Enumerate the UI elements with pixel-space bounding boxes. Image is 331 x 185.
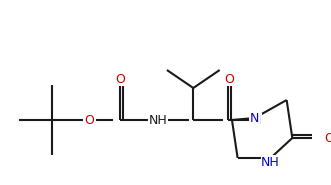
- Text: O: O: [85, 114, 95, 127]
- Text: O: O: [85, 114, 95, 127]
- Text: O: O: [224, 73, 234, 85]
- Text: N: N: [252, 114, 261, 127]
- Text: NH: NH: [149, 114, 168, 127]
- Text: O: O: [324, 132, 331, 144]
- Text: O: O: [115, 73, 125, 85]
- Text: N: N: [250, 112, 259, 125]
- Text: NH: NH: [149, 114, 168, 127]
- Text: NH: NH: [261, 156, 280, 169]
